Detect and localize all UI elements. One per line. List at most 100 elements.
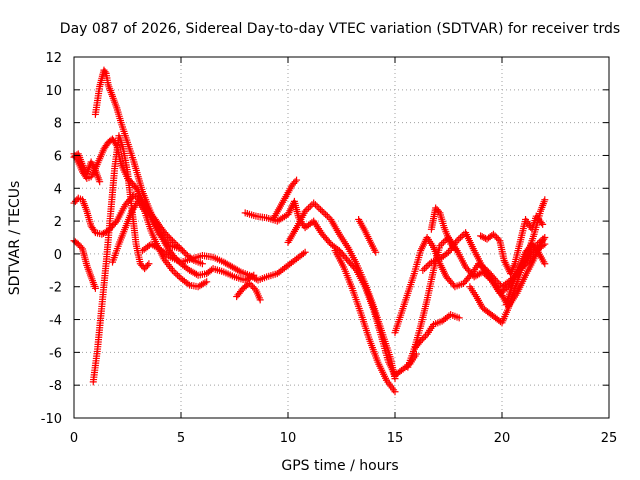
series-arc-18 bbox=[410, 311, 463, 353]
y-tick-label: 10 bbox=[45, 84, 62, 99]
data-point bbox=[439, 238, 447, 246]
data-point bbox=[179, 247, 187, 255]
data-point bbox=[418, 335, 426, 343]
data-point bbox=[98, 230, 106, 238]
data-point bbox=[162, 230, 170, 238]
data-point bbox=[198, 260, 206, 268]
tick-labels: 0 5 10 15 20 25 -10 -8 -6 -4 -2 0 2 4 6 8 10 12 bbox=[41, 51, 618, 446]
data-point bbox=[533, 247, 541, 255]
series-arc-10 bbox=[241, 197, 420, 379]
data-point bbox=[322, 211, 330, 219]
series-arc-22 bbox=[502, 240, 549, 309]
data-point bbox=[539, 220, 547, 228]
data-point bbox=[174, 271, 182, 279]
data-point bbox=[180, 248, 188, 256]
data-point bbox=[317, 206, 325, 214]
x-tick-label: 25 bbox=[601, 431, 618, 446]
data-point bbox=[313, 202, 321, 210]
data-point bbox=[458, 232, 466, 240]
data-point bbox=[443, 250, 451, 258]
data-point bbox=[305, 204, 313, 212]
data-point bbox=[145, 260, 153, 268]
data-point bbox=[177, 245, 185, 253]
y-tick-label: -6 bbox=[49, 346, 62, 361]
data-point bbox=[157, 232, 165, 240]
y-tick-label: 2 bbox=[54, 215, 62, 230]
data-point bbox=[455, 235, 463, 243]
y-tick-label: 8 bbox=[54, 117, 62, 132]
data-point bbox=[537, 219, 545, 227]
data-point bbox=[421, 332, 429, 340]
data-point bbox=[539, 235, 547, 243]
data-point bbox=[101, 229, 109, 237]
data-point bbox=[172, 270, 180, 278]
data-point bbox=[320, 209, 328, 217]
data-point bbox=[417, 337, 425, 345]
data-point bbox=[372, 248, 380, 256]
x-tick-label: 10 bbox=[280, 431, 297, 446]
data-point bbox=[91, 284, 99, 292]
data-point bbox=[311, 201, 319, 209]
data-point bbox=[184, 280, 192, 288]
data-point bbox=[420, 334, 428, 342]
data-point bbox=[299, 250, 307, 258]
series-arc-21 bbox=[477, 212, 547, 278]
data-point bbox=[165, 240, 173, 248]
y-axis-label: SDTVAR / TECUs bbox=[7, 181, 23, 296]
y-tick-label: 6 bbox=[54, 149, 62, 164]
data-point bbox=[101, 68, 109, 76]
data-point bbox=[436, 242, 444, 250]
x-tick-label: 0 bbox=[70, 431, 78, 446]
data-point bbox=[156, 230, 164, 238]
series-arc-7 bbox=[109, 197, 211, 291]
data-point bbox=[537, 237, 545, 245]
series-arc-20 bbox=[466, 196, 549, 327]
data-point bbox=[96, 178, 104, 186]
data-point bbox=[165, 234, 173, 241]
data-point bbox=[435, 207, 443, 215]
y-tick-label: 0 bbox=[54, 248, 62, 263]
data-point bbox=[493, 234, 501, 241]
data-point bbox=[163, 238, 171, 246]
y-tick-label: -10 bbox=[41, 412, 62, 427]
data-point bbox=[455, 314, 463, 322]
chart-title: Day 087 of 2026, Sidereal Day-to-day VTE… bbox=[60, 21, 620, 37]
data-point bbox=[160, 235, 168, 243]
data-point bbox=[132, 192, 140, 200]
series-arc-6 bbox=[70, 237, 99, 292]
data-point bbox=[256, 296, 264, 304]
data-point bbox=[426, 260, 434, 268]
data-point bbox=[99, 229, 107, 237]
data-point bbox=[323, 212, 331, 220]
data-point bbox=[247, 281, 255, 289]
data-point bbox=[203, 278, 211, 286]
data-point bbox=[249, 283, 257, 291]
data-point bbox=[422, 263, 430, 271]
x-tick-label: 5 bbox=[177, 431, 185, 446]
data-point bbox=[421, 265, 429, 273]
data-point bbox=[167, 235, 175, 243]
plot-frame bbox=[73, 56, 610, 419]
data-point bbox=[478, 233, 486, 241]
data-point bbox=[494, 235, 502, 243]
data-point bbox=[438, 240, 446, 248]
data-point bbox=[164, 232, 172, 240]
series-arc-9 bbox=[233, 279, 264, 304]
data-point bbox=[318, 207, 326, 215]
data-point bbox=[303, 206, 311, 214]
series-arc-12 bbox=[284, 199, 399, 383]
data-point bbox=[293, 176, 301, 184]
data-point bbox=[170, 268, 178, 276]
data-point bbox=[306, 202, 314, 210]
data-point bbox=[77, 243, 85, 251]
data-point bbox=[391, 388, 399, 396]
data-points bbox=[70, 66, 549, 396]
data-point bbox=[491, 232, 499, 240]
series-arc-8 bbox=[138, 240, 309, 284]
data-point bbox=[456, 234, 464, 241]
data-point bbox=[301, 248, 309, 256]
data-point bbox=[143, 261, 151, 269]
data-point bbox=[310, 199, 318, 207]
plot-border bbox=[73, 56, 610, 419]
